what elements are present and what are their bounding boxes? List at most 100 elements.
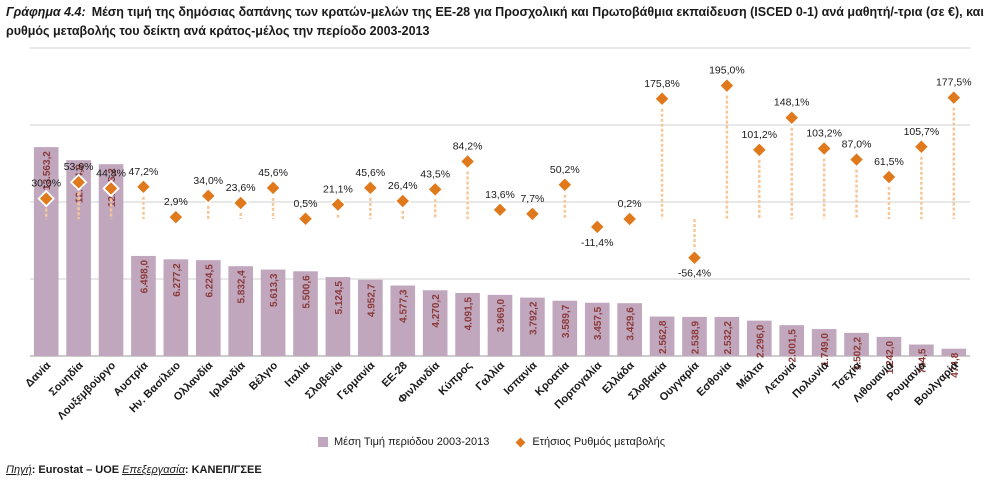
category-label: ΕΕ-28 [380,360,410,390]
bar [455,292,480,356]
chart-title: Γράφημα 4.4: Μέση τιμή της δημόσιας δαπάν… [6,3,988,41]
figure-tag: Γράφημα 4.4: [6,5,86,19]
bar [33,147,59,356]
bar [195,260,221,356]
rate-marker [588,218,607,236]
rate-marker [199,187,218,205]
legend-label-average: Μέση Τιμή περιόδου 2003-2013 [334,436,490,448]
rate-marker [523,205,542,223]
rate-value-label: 0,2% [618,198,642,210]
rate-marker [620,210,639,228]
rate-value-label: 148,1% [774,97,810,109]
bar [714,317,740,356]
bar-value-label: 5.832,4 [237,270,248,304]
bar-value-label: 6.224,5 [204,264,215,298]
rate-marker [296,209,315,228]
rate-marker [167,208,185,226]
bar-value-label: 1.502,2 [853,336,864,370]
category-label: Εσθονία [695,359,734,398]
category-label: Πολωνία [790,359,831,400]
rate-value-label: 45,6% [355,167,385,179]
category-label: Λουξεμβούργο [55,359,118,422]
category-label: Κύπρος [437,359,475,397]
processing-value: : ΚΑΝΕΠ/ΓΣΕΕ [184,464,262,476]
rate-value-label: -11,4% [581,237,614,249]
rate-marker [426,180,444,199]
bar-value-label: 3.457,5 [593,306,604,340]
category-label: Ιρλανδία [207,359,248,400]
bar-value-label: 4.270,2 [431,294,442,328]
rate-marker [556,175,574,194]
rate-marker [102,179,120,198]
rate-value-label: 2,9% [164,196,188,208]
rate-value-label: -56,4% [678,268,711,280]
bar [422,290,448,356]
bar [876,336,902,356]
bar-value-label: 2.532,2 [723,321,734,355]
bar [649,316,675,356]
rate-value-label: 34,0% [193,175,223,187]
rate-value-label: 0,5% [294,198,318,210]
category-label: Δανία [23,359,53,389]
rate-value-label: 30,0% [31,178,61,190]
bar-value-label: 1.749,0 [820,333,831,367]
rate-marker [69,173,88,191]
rate-value-label: 101,2% [741,129,777,141]
bar-value-label: 474,8 [950,352,961,377]
rate-marker [750,141,769,159]
rate-value-label: 21,1% [323,184,353,196]
bar-value-label: 2.001,5 [788,329,799,363]
bar-value-label: 3.589,7 [561,304,572,338]
bar [844,332,869,356]
rate-marker [458,152,477,171]
rate-value-label: 13,6% [485,189,515,201]
bar-value-label: 6.277,2 [172,263,183,297]
legend-label-rate: Ετήσιος Ρυθμός μεταβολής [532,436,666,448]
bar [163,259,189,356]
bar-value-label: 3.792,2 [528,301,539,335]
rate-marker [491,201,509,219]
bar [390,285,416,356]
category-label: Βέλγιο [247,359,280,392]
bar-value-label: 2.296,0 [755,324,766,358]
bar [131,255,156,356]
rate-marker [329,195,347,214]
rate-marker [393,192,412,210]
bar-value-label: 5.500,6 [302,275,313,309]
legend: Μέση Τιμή περιόδου 2003-2013 Ετήσιος Ρυθ… [318,436,691,448]
source-note: Πηγή: Eurostat – UOE Επεξεργασία: ΚΑΝΕΠ/… [6,464,262,476]
bar [552,300,578,356]
rate-marker [815,139,833,158]
legend-diamond-swatch [515,437,526,447]
bar-value-label: 5.124,5 [334,281,345,315]
bar [909,344,934,356]
rate-value-label: 84,2% [453,140,483,152]
rate-value-label: 7,7% [520,193,544,205]
bar-value-label: 4.952,7 [366,283,377,317]
rate-marker [782,108,801,127]
rate-marker [361,179,380,197]
bar [260,269,286,356]
rate-value-label: 47,2% [129,166,159,178]
bar [811,329,837,356]
rate-marker [37,189,55,208]
bar-value-label: 3.429,6 [626,307,637,341]
rate-marker [718,76,736,95]
bar [293,271,318,356]
category-label: Ιταλία [283,359,313,389]
bar-value-label: 3.969,0 [496,298,507,332]
rate-value-label: 43,5% [420,168,450,180]
rate-marker [134,178,153,196]
rate-marker [880,168,898,186]
rate-marker [264,179,282,197]
bar [617,303,642,356]
bar [941,348,967,356]
rate-marker [653,90,671,108]
bar [779,325,805,356]
bar-value-label: 2.562,8 [658,320,669,354]
bar [358,279,383,356]
bar [520,297,545,356]
rate-value-label: 50,2% [550,164,580,176]
rate-value-label: 26,4% [388,180,418,192]
